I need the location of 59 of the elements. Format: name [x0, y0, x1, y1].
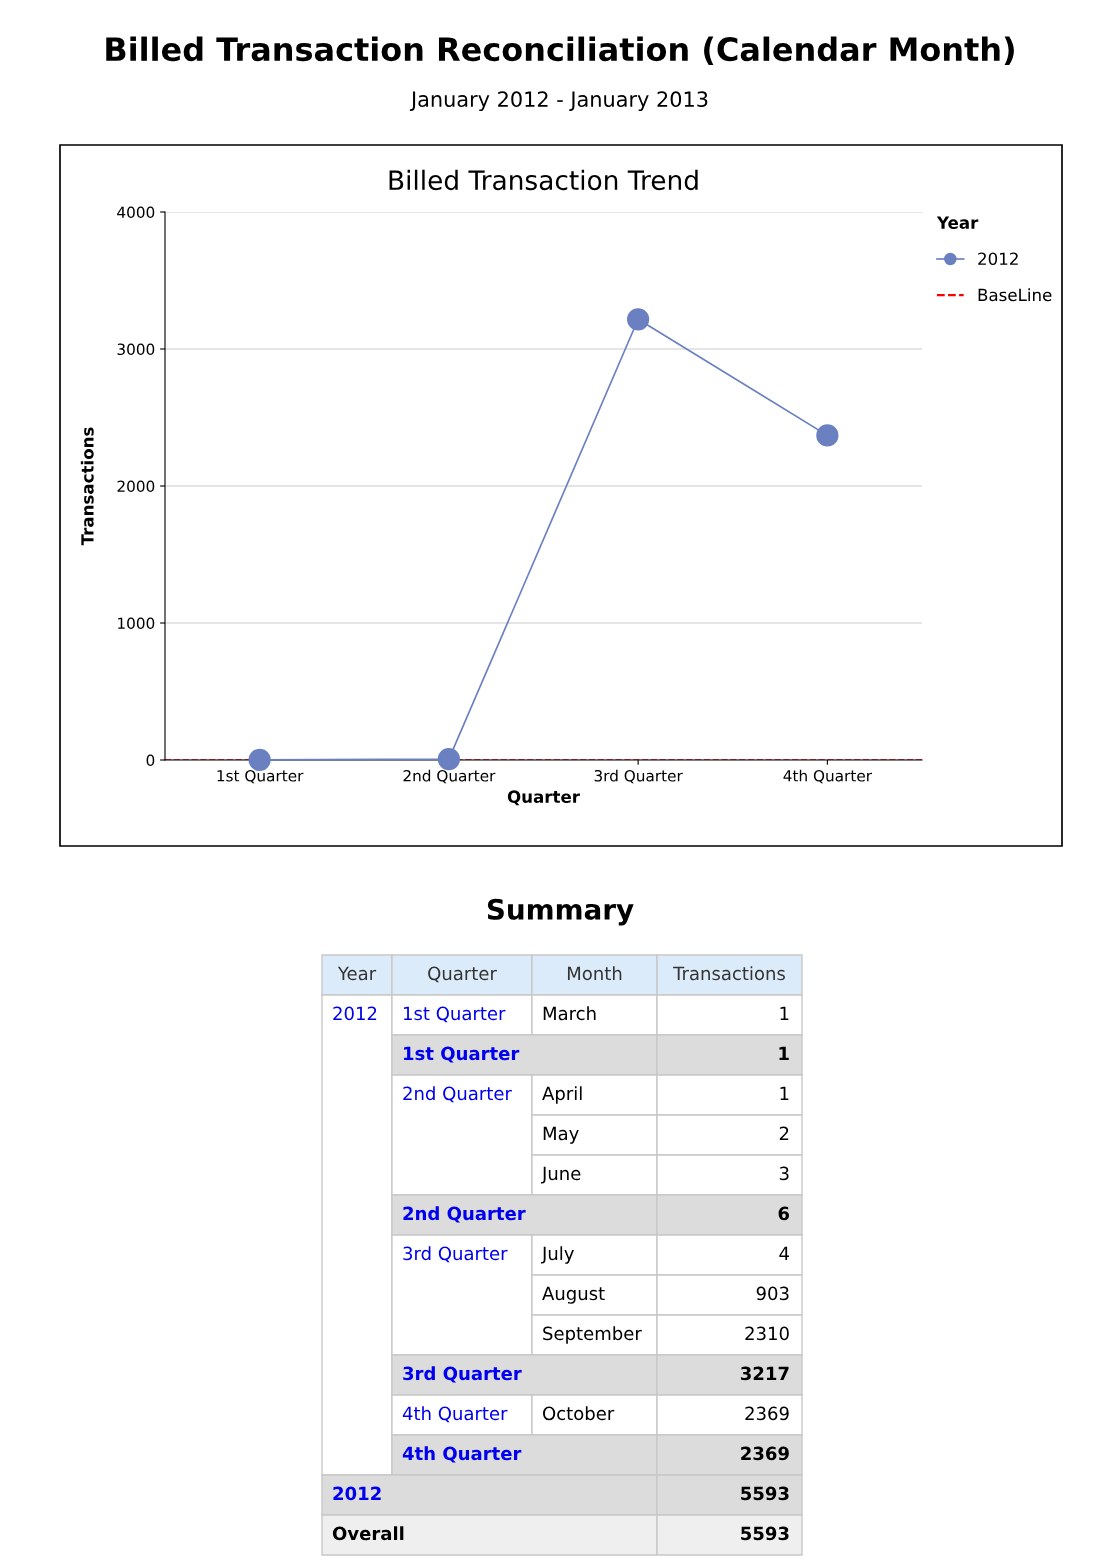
text: September	[543, 1326, 642, 1344]
text: 1st Quarter	[403, 1006, 506, 1023]
text: March	[543, 1006, 596, 1021]
text: 3	[779, 1166, 789, 1181]
point	[627, 308, 650, 331]
text: Year	[337, 966, 377, 981]
x-tick-label: 1st Quarter	[217, 769, 304, 784]
legend-title: Year	[936, 216, 979, 229]
text: 4th Quarter	[402, 1406, 508, 1423]
text: 1	[780, 1006, 789, 1020]
text: Month	[567, 966, 622, 981]
text: 6	[778, 1206, 790, 1221]
text: 2369	[741, 1446, 789, 1461]
text: 3rd Quarter	[403, 1366, 522, 1383]
text: 4	[779, 1246, 789, 1260]
point	[248, 748, 271, 771]
text: August	[542, 1286, 605, 1304]
y-tick-label: 0	[146, 754, 155, 767]
text: Summary	[487, 898, 634, 926]
legend-label: 2012	[978, 252, 1018, 266]
text: 2369	[745, 1406, 789, 1421]
chart-title: Billed Transaction Trend	[389, 169, 698, 191]
text: Billed Transaction Reconciliation (Calendar Month)	[106, 36, 1014, 66]
text: May	[543, 1126, 579, 1144]
text: 1st Quarter	[404, 1046, 520, 1063]
text: 2012	[333, 1006, 377, 1021]
y-tick-label: 4000	[117, 206, 155, 219]
text: 2nd Quarter	[403, 1086, 512, 1103]
point	[816, 424, 839, 447]
point	[437, 748, 460, 771]
x-tick-label: 4th Quarter	[783, 769, 873, 784]
text: 2012	[333, 1486, 381, 1501]
text: Quarter	[428, 966, 497, 983]
text: 3217	[740, 1366, 789, 1381]
text: 2310	[745, 1326, 789, 1341]
text: October	[543, 1406, 615, 1421]
text: Overall	[332, 1526, 404, 1541]
text: July	[541, 1246, 574, 1264]
text: Transactions	[673, 966, 785, 981]
text: 2	[779, 1126, 789, 1140]
y-tick-label: 2000	[117, 480, 155, 493]
y-tick-label: 1000	[118, 617, 155, 630]
text: April	[542, 1086, 582, 1104]
text: 903	[756, 1286, 789, 1301]
x-tick-label: 2nd Quarter	[403, 769, 496, 784]
x-tick-label: 3rd Quarter	[594, 769, 683, 784]
y-tick-label: 3000	[117, 343, 155, 356]
text: 5593	[741, 1486, 789, 1501]
text: 2nd Quarter	[403, 1206, 526, 1223]
x-axis-title: Quarter	[507, 790, 580, 806]
text: June	[541, 1166, 581, 1184]
text: 4th Quarter	[402, 1446, 522, 1463]
text: 1	[780, 1086, 789, 1100]
text: 5593	[741, 1526, 789, 1541]
text: 1	[779, 1046, 789, 1060]
text: January 2012 - January 2013	[409, 91, 708, 112]
y-axis-title: Transactions	[80, 427, 94, 546]
text: 3rd Quarter	[403, 1246, 508, 1263]
legend-label: BaseLine	[978, 288, 1052, 302]
